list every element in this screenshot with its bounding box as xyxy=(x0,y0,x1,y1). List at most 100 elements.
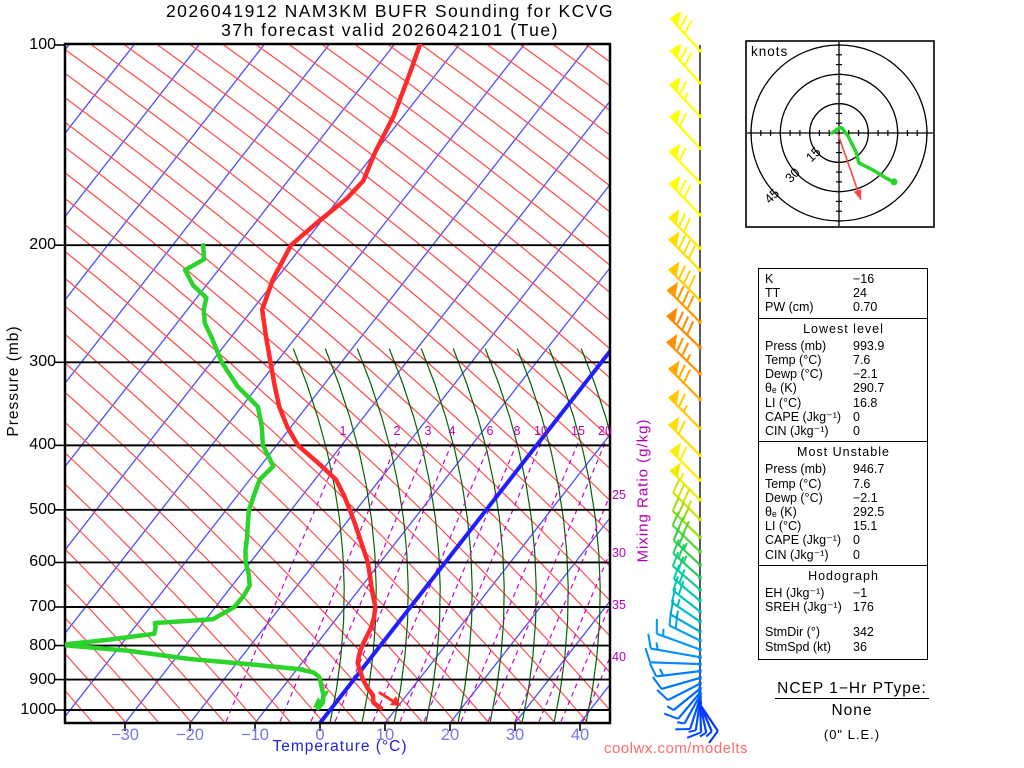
stat-label: SREH (Jkg⁻¹) xyxy=(765,600,842,615)
stat-row: θₑ (K) 290.7 xyxy=(765,381,922,395)
stat-value: 946.7 xyxy=(853,462,885,477)
wind-barb xyxy=(669,108,702,150)
wind-barb xyxy=(656,682,702,702)
stat-value: −2.1 xyxy=(853,367,878,382)
surface-parcel-markers xyxy=(313,690,401,708)
stat-value: 0 xyxy=(853,547,860,562)
stat-label: StmDir (°) xyxy=(765,625,820,640)
stat-row: Dewp (°C) −2.1 xyxy=(765,491,922,505)
mixing-ratio-label: 20 xyxy=(598,424,612,438)
mixing-ratio-label: 1 xyxy=(339,424,347,438)
stat-row: Temp (°C) 7.6 xyxy=(765,353,922,367)
stats-section-header: Most Unstable xyxy=(797,445,890,460)
stat-value: 290.7 xyxy=(853,381,885,396)
temp-tick-label: 40 xyxy=(570,726,590,744)
wind-barb xyxy=(669,42,702,85)
wind-barb xyxy=(668,231,702,272)
stat-label: CIN (Jkg⁻¹) xyxy=(765,547,829,562)
stats-section: Most Unstable Press (mb) 946.7 Temp (°C) 7.6… xyxy=(759,441,927,565)
wind-barb xyxy=(666,333,702,376)
stat-label: StmSpd (kt) xyxy=(765,639,831,654)
mixing-ratio-label: 4 xyxy=(448,424,456,438)
wind-barb xyxy=(663,691,702,720)
temp-tick-label: −30 xyxy=(111,726,139,744)
mixing-ratio-label: 10 xyxy=(534,424,548,438)
mixing-ratio-label: 40 xyxy=(612,650,626,665)
wind-barb xyxy=(655,618,702,652)
hodograph-trace xyxy=(830,125,898,186)
stat-row: StmDir (°) 342 xyxy=(765,625,922,639)
stat-label: LI (°C) xyxy=(765,395,802,410)
wind-barb xyxy=(666,281,702,324)
stat-label: Temp (°C) xyxy=(765,476,822,491)
temp-tick-label: 30 xyxy=(505,726,525,744)
stats-table: K −16 TT 24 PW (cm) 0.70 Lowest level Press (mb… xyxy=(758,268,928,660)
stat-label: Press (mb) xyxy=(765,338,827,353)
stat-row: Dewp (°C) −2.1 xyxy=(765,367,922,381)
stat-label: EH (Jkg⁻¹) xyxy=(765,586,825,601)
pressure-tick-label: 800 xyxy=(29,636,56,654)
wind-barb xyxy=(672,526,702,567)
stat-value: 0 xyxy=(853,409,860,424)
stat-row: Temp (°C) 7.6 xyxy=(765,477,922,491)
stat-row: LI (°C) 16.8 xyxy=(765,396,922,410)
stat-label: Dewp (°C) xyxy=(765,490,823,505)
stat-label: TT xyxy=(765,286,781,301)
watermark-link: coolwx.com/modelts xyxy=(603,740,748,757)
stat-value: 7.6 xyxy=(853,476,871,491)
stat-value: −2.1 xyxy=(853,490,878,505)
plot-frame xyxy=(63,42,612,725)
pressure-tick-label: 300 xyxy=(29,353,56,371)
pressure-tick-label: 500 xyxy=(29,500,56,518)
stat-label: Temp (°C) xyxy=(765,353,822,368)
wind-barb xyxy=(669,10,702,53)
stats-section: Hodograph EH (Jkg⁻¹) −1 SREH (Jkg⁻¹) 176 StmD… xyxy=(759,564,927,657)
storm-motion-vector xyxy=(837,133,862,201)
pressure-tick-label: 600 xyxy=(29,553,56,571)
stat-value: −16 xyxy=(853,272,875,286)
mixing-ratio-label: 2 xyxy=(393,424,401,438)
stat-label: Press (mb) xyxy=(765,462,827,477)
stat-label: PW (cm) xyxy=(765,300,814,315)
stat-row: PW (cm) 0.70 xyxy=(765,300,922,314)
wind-barb xyxy=(652,676,702,691)
wind-barb xyxy=(668,360,702,401)
wind-barb xyxy=(668,610,702,643)
stat-row: CIN (Jkg⁻¹) 0 xyxy=(765,424,922,438)
stat-value: 36 xyxy=(853,639,867,654)
wind-barb xyxy=(668,143,702,185)
mixing-ratio-label: 8 xyxy=(513,424,521,438)
wind-barb-column xyxy=(644,10,719,744)
stat-row: TT 24 xyxy=(765,286,922,300)
stat-value: 342 xyxy=(853,625,874,640)
stat-label: K xyxy=(765,272,774,286)
temp-tick-label: 0 xyxy=(315,726,325,744)
stat-value: 176 xyxy=(853,600,874,615)
stat-row: K −16 xyxy=(765,272,922,286)
stat-label: LI (°C) xyxy=(765,519,802,534)
wind-barb xyxy=(666,687,702,711)
wind-barb xyxy=(672,478,702,522)
wind-barb xyxy=(668,389,702,430)
stat-value: 0 xyxy=(853,533,860,548)
stat-value: 0 xyxy=(853,424,860,439)
wind-barb xyxy=(644,647,702,666)
hodograph-units-label: knots xyxy=(751,44,789,59)
stat-label: CAPE (Jkg⁻¹) xyxy=(765,409,842,424)
mixing-ratio-label: 25 xyxy=(612,488,626,503)
wind-barb xyxy=(668,261,702,302)
mixing-ratio-label: 6 xyxy=(486,424,494,438)
stat-row: EH (Jkg⁻¹) −1 xyxy=(765,586,922,600)
pressure-gridlines xyxy=(54,44,610,731)
temp-tick-label: 10 xyxy=(375,726,395,744)
wind-barb xyxy=(647,633,702,659)
stat-value: −1 xyxy=(853,586,868,601)
pressure-tick-label: 700 xyxy=(29,597,56,615)
wind-barb xyxy=(672,576,702,614)
sounding-profiles xyxy=(65,44,423,711)
zero-isotherm xyxy=(318,347,610,723)
wind-barb xyxy=(698,702,719,744)
stat-value: 7.6 xyxy=(853,353,871,368)
